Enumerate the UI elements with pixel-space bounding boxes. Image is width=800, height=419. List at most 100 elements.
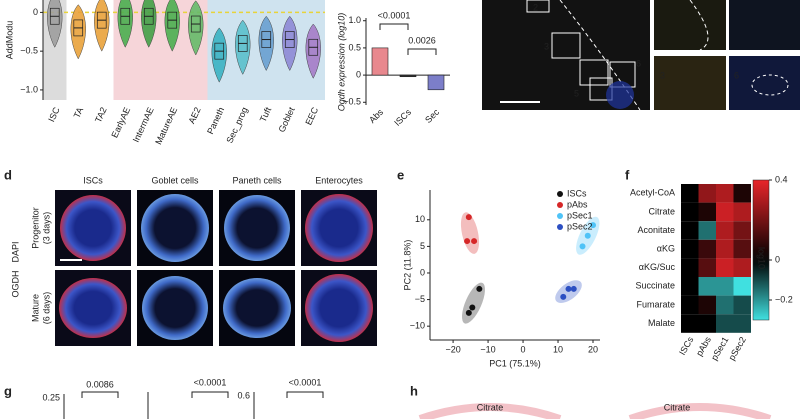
tick-label: 0.4 <box>775 174 788 184</box>
legend-marker <box>557 191 563 197</box>
violin <box>305 23 321 79</box>
heatmap-cell <box>698 202 716 222</box>
heatmap-cell <box>716 184 734 203</box>
point <box>465 309 472 316</box>
heatmap-cell <box>698 314 716 333</box>
micrograph-label: 6 <box>734 70 739 80</box>
tick-label: −10 <box>480 344 495 354</box>
group-ellipse <box>461 282 485 324</box>
heatmap-cell <box>698 184 716 203</box>
column-label: pSec2 <box>727 335 748 362</box>
violin <box>282 15 298 72</box>
micrograph-label: 3 <box>660 70 665 80</box>
row-label: Fumarate <box>636 299 675 309</box>
heatmap-cell <box>716 239 734 259</box>
heatmap-cell <box>733 277 751 296</box>
legend-label: pAbs <box>567 199 588 209</box>
column-header: Goblet cells <box>151 175 199 185</box>
significance-bracket <box>286 391 324 398</box>
legend-label: ISCs <box>567 188 587 198</box>
tick-label: 10 <box>553 344 563 354</box>
significance-bracket <box>407 48 437 55</box>
heatmap-cell <box>733 314 751 333</box>
pathway-arc <box>628 403 772 419</box>
micrograph-label: 5 <box>574 88 579 98</box>
point <box>579 243 586 250</box>
panel-letter: d <box>4 167 12 182</box>
heatmap-cell <box>698 295 716 315</box>
x-tick-label: AE2 <box>186 106 202 126</box>
heatmap-cell <box>733 239 751 259</box>
tick-label: 20 <box>588 344 598 354</box>
significance-bracket <box>191 391 229 398</box>
micrograph-label: 3 <box>544 41 549 51</box>
violin <box>117 0 133 48</box>
point <box>476 285 483 292</box>
violin <box>235 19 251 75</box>
x-tick-label: EarlyAE <box>109 106 132 140</box>
x-tick-label: Sec <box>423 107 441 125</box>
violin <box>188 0 204 56</box>
point <box>471 238 478 245</box>
column-header: ISCs <box>83 175 103 185</box>
row-label: Progenitor <box>30 207 40 249</box>
bar <box>371 47 389 76</box>
x-tick-label: ISCs <box>392 107 413 128</box>
tick-label: 1.0 <box>348 15 361 25</box>
heatmap-cell <box>716 258 734 277</box>
violin <box>164 0 180 52</box>
significance-bracket <box>379 23 409 30</box>
heatmap-cell <box>681 277 699 296</box>
tick-label: −0.2 <box>775 294 793 304</box>
row-label: Acetyl-CoA <box>630 188 675 198</box>
point <box>469 304 476 311</box>
panel-letter: g <box>4 383 12 398</box>
x-tick-label: Tuft <box>258 105 274 123</box>
heatmap-cell <box>733 295 751 315</box>
point <box>560 293 567 300</box>
micrograph <box>482 0 800 111</box>
x-tick-label: Paneth <box>205 106 226 136</box>
point <box>565 285 572 292</box>
x-tick-label: TA2 <box>93 106 109 125</box>
legend-marker <box>557 224 563 230</box>
y-tick-label: 0.25 <box>42 392 60 402</box>
y-axis-label: Ogdh expression (log10) <box>336 13 346 112</box>
point <box>465 214 472 221</box>
p-value: <0.0001 <box>378 10 411 20</box>
heatmap-cell <box>681 202 699 222</box>
heatmap-cell <box>681 258 699 277</box>
violin <box>141 0 157 48</box>
colorbar-label: log10 <box>757 247 767 269</box>
organoid-images <box>55 190 377 346</box>
x-axis-label: PC1 (75.1%) <box>489 358 541 368</box>
micrograph-label: 6 <box>636 58 641 68</box>
heatmap-cell <box>716 314 734 333</box>
heatmap-cell <box>681 221 699 240</box>
stain-label: DAPI <box>10 241 20 262</box>
x-tick-label: TA <box>72 106 86 120</box>
tick-label: −10 <box>410 321 425 331</box>
heatmap-cell <box>698 277 716 296</box>
violin <box>211 27 227 83</box>
violin <box>47 0 63 48</box>
bar <box>399 74 417 78</box>
x-tick-label: EEC <box>303 105 320 126</box>
metabolite-label: Citrate <box>477 402 504 412</box>
tick-label: −5 <box>415 294 425 304</box>
heatmap-cell <box>698 221 716 240</box>
row-label: Citrate <box>648 206 675 216</box>
x-tick-label: MatureAE <box>153 106 179 147</box>
x-tick-label: Sec_prog <box>224 106 249 145</box>
row-detail: (6 days) <box>41 292 51 325</box>
point <box>584 232 591 239</box>
heatmap-cell <box>716 221 734 240</box>
panel-letter: e <box>397 167 404 182</box>
p-value: <0.0001 <box>194 377 227 387</box>
panel-letter: h <box>410 383 418 398</box>
point <box>590 222 597 229</box>
violin <box>258 15 274 72</box>
p-value: 0.0026 <box>408 35 436 45</box>
heatmap-cell <box>733 258 751 277</box>
